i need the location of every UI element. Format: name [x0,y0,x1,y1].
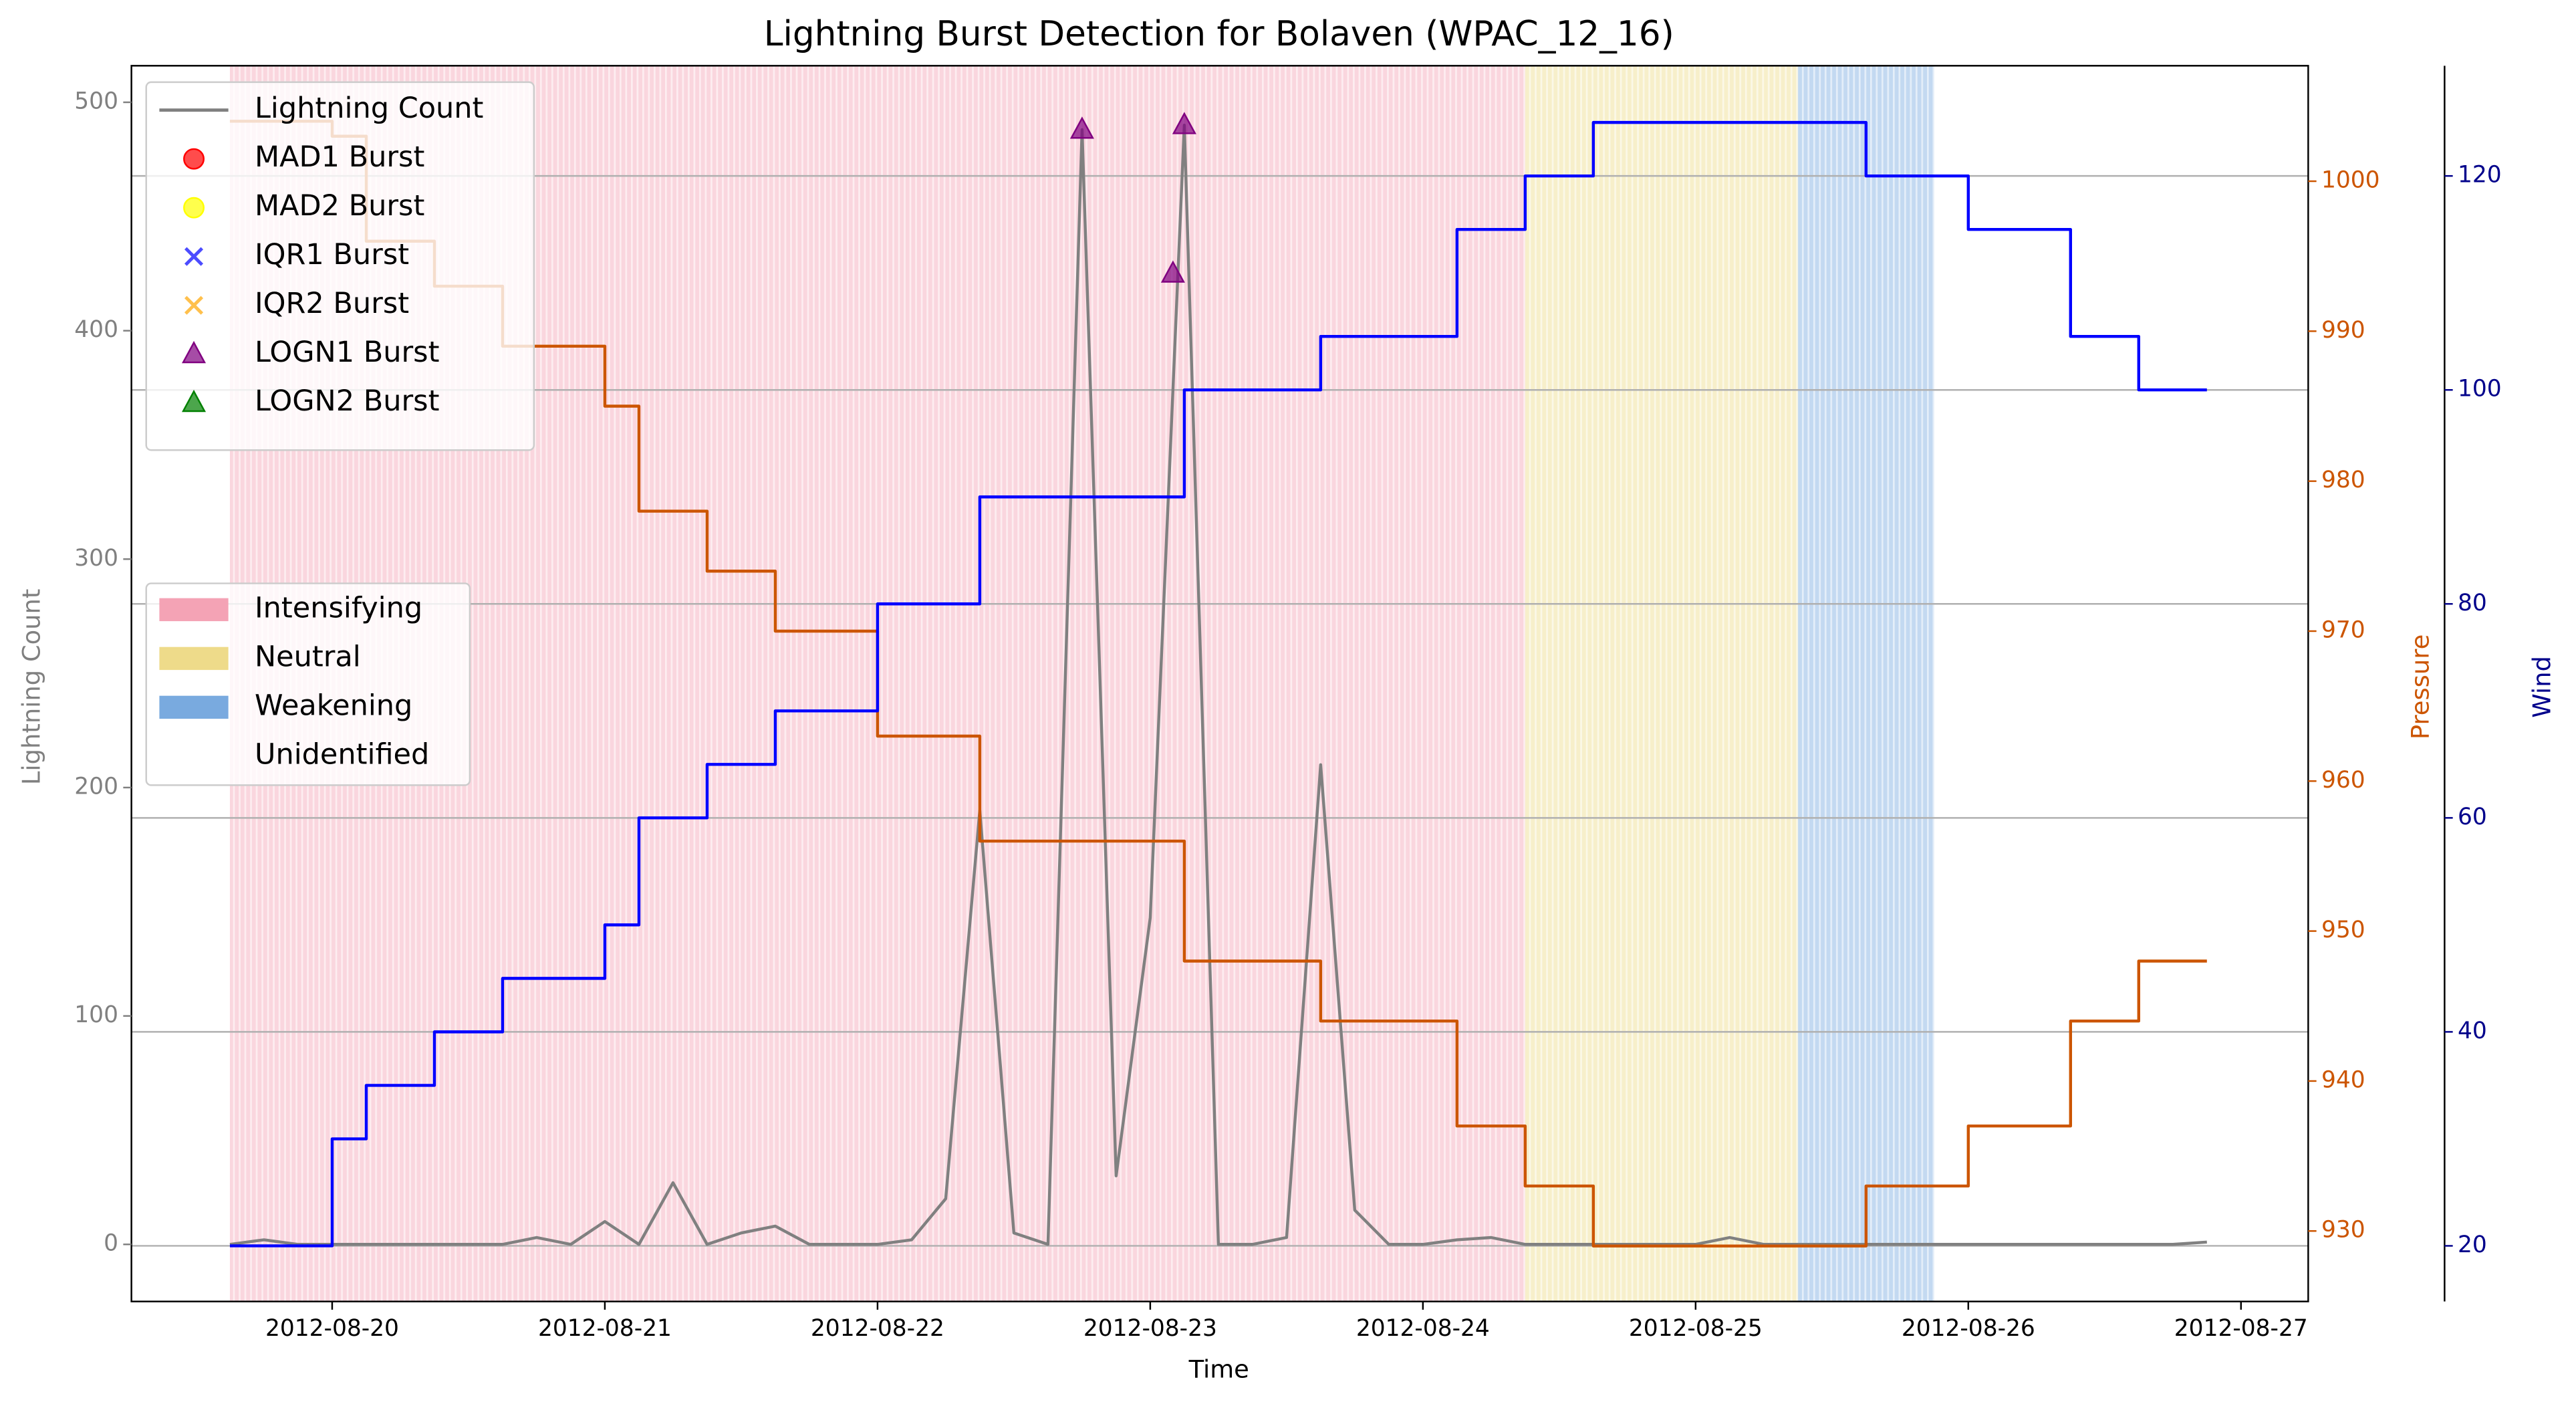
legend-patch [159,695,229,719]
burst-marker [183,197,205,219]
y2-tick-label: 960 [2321,767,2365,794]
legend-patch [159,744,229,768]
axis-label: Lightning Count [17,589,46,786]
y2-tick-label: 950 [2321,917,2365,943]
burst-marker [181,389,207,413]
y2-tick-label: 930 [2321,1217,2365,1244]
y3-tick-label: 20 [2458,1232,2487,1258]
y2-tick-label: 970 [2321,616,2365,643]
y-tick-label: 0 [104,1230,118,1257]
series-line [229,123,2207,1246]
x-tick-label: 2012-08-23 [1083,1315,1217,1342]
legend-label: LOGN2 Burst [255,384,439,418]
legend-label: MAD2 Burst [255,189,424,223]
legend-label: Neutral [255,640,361,673]
y2-tick-label: 940 [2321,1066,2365,1093]
legend-box [145,81,535,451]
legend-label: Intensifying [255,591,422,624]
x-tick-label: 2012-08-22 [811,1315,944,1342]
x-tick-label: 2012-08-24 [1356,1315,1490,1342]
legend-label: Weakening [255,689,412,722]
y-tick-label: 200 [74,773,118,800]
burst-marker [183,148,205,170]
legend-label: IQR1 Burst [255,238,409,271]
y-tick-label: 400 [74,316,118,343]
burst-marker [1069,116,1094,139]
y-tick-label: 300 [74,545,118,572]
chart-title: Lightning Burst Detection for Bolaven (W… [764,14,1674,54]
axis-label: Wind [2527,656,2556,718]
legend-box [145,582,471,786]
y3-tick-label: 40 [2458,1018,2487,1044]
x-tick-label: 2012-08-20 [265,1315,399,1342]
x-tick-label: 2012-08-25 [1629,1315,1763,1342]
y-tick-label: 500 [74,88,118,114]
legend-label: Lightning Count [255,92,483,125]
series-line [229,120,2207,1248]
x-tick-label: 2012-08-21 [538,1315,672,1342]
y2-tick-label: 980 [2321,467,2365,493]
y3-tick-label: 120 [2458,162,2502,189]
legend-patch [159,598,229,622]
legend-layer: Lightning Count MAD1 Burst MAD2 Burst IQR1 … [145,81,535,786]
burst-marker [181,340,207,364]
x-tick-label: 2012-08-27 [2174,1315,2308,1342]
burst-marker [1172,112,1196,134]
legend-label: LOGN1 Burst [255,336,439,369]
x-tick-label: 2012-08-26 [1902,1315,2035,1342]
y3-tick-label: 100 [2458,376,2502,402]
plot-frame [130,65,2309,1302]
legend-label: Unidentified [255,737,429,771]
axis-label: Pressure [2406,634,2434,739]
burst-marker [184,247,204,266]
phase-stripes [1525,66,1798,1302]
y-tick-label: 100 [74,1002,118,1028]
burst-marker [1160,260,1185,283]
y3-tick-label: 60 [2458,804,2487,830]
axes-layer: 2012-08-20 2012-08-21 2012-08-22 2012-08-23… [17,65,2556,1342]
legend-patch [159,647,229,671]
y2-tick-label: 1000 [2321,167,2380,194]
y3-tick-label: 80 [2458,590,2487,616]
y2-tick-label: 990 [2321,317,2365,344]
burst-marker [184,296,204,315]
phase-stripes [1797,66,1934,1302]
legend-label: IQR2 Burst [255,287,409,320]
x-axis-label: Time [1188,1355,1249,1383]
legend-label: MAD1 Burst [255,140,424,174]
